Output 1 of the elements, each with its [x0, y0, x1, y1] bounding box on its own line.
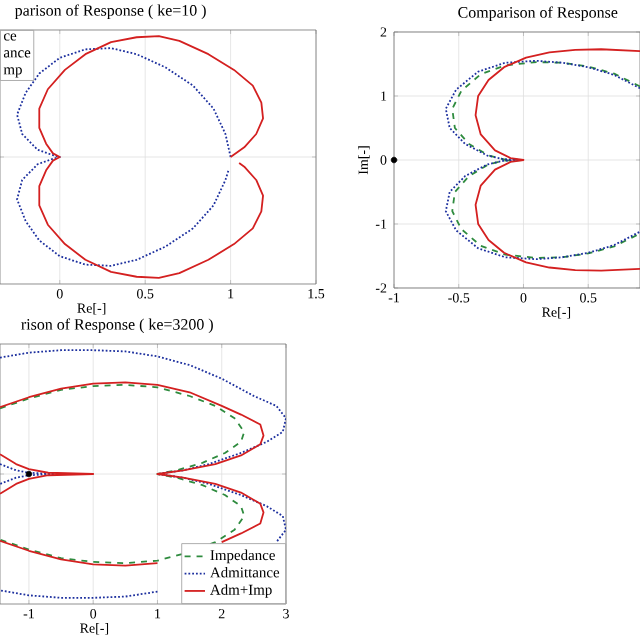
line-series	[474, 48, 640, 272]
